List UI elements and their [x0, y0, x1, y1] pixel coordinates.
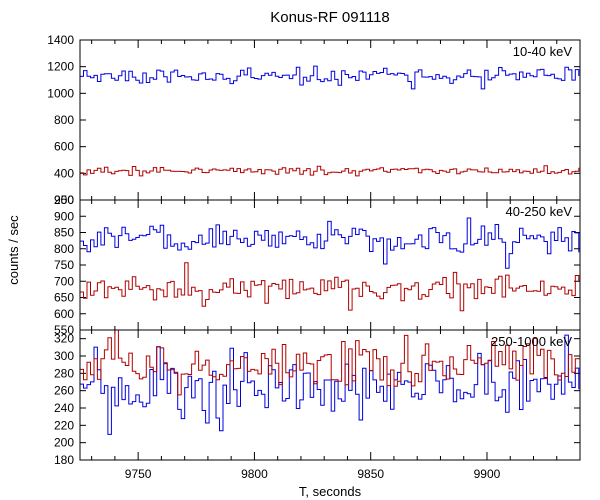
y-tick-label: 300 [54, 349, 74, 363]
panel-0-series_a [80, 66, 579, 89]
panel-0-frame [80, 40, 580, 200]
x-tick-label: 9900 [474, 467, 501, 481]
chart-title: Konus-RF 091118 [270, 9, 390, 26]
y-tick-label: 800 [54, 242, 74, 256]
x-tick-label: 9850 [357, 467, 384, 481]
y-tick-label: 200 [54, 436, 74, 450]
y-tick-label: 240 [54, 401, 74, 415]
y-tick-label: 650 [54, 291, 74, 305]
y-tick-label: 320 [54, 332, 74, 346]
y-tick-label: 700 [54, 274, 74, 288]
y-tick-label: 400 [54, 166, 74, 180]
panel-2-label: 250-1000 keV [491, 334, 572, 349]
y-tick-label: 180 [54, 453, 74, 467]
y-tick-label: 1400 [47, 33, 74, 47]
panel-0-label: 10-40 keV [513, 44, 573, 59]
x-tick-label: 9800 [241, 467, 268, 481]
panel-2-series_a [80, 335, 579, 434]
y-tick-label: 900 [54, 209, 74, 223]
lightcurve-chart: Konus-RF 091118 counts / sec 200 400 600 800 1… [0, 0, 600, 500]
y-axis-label: counts / sec [6, 215, 21, 285]
y-tick-label: 280 [54, 366, 74, 380]
y-tick-label: 1200 [47, 60, 74, 74]
y-tick-label: 260 [54, 384, 74, 398]
y-tick-label: 1000 [47, 86, 74, 100]
y-tick-label: 800 [54, 113, 74, 127]
y-tick-label: 600 [54, 140, 74, 154]
panel-1-series_b [80, 263, 579, 311]
panel-0-series_b [80, 166, 579, 176]
y-tick-label: 850 [54, 226, 74, 240]
panel-1-frame [80, 200, 580, 330]
y-tick-label: 220 [54, 418, 74, 432]
panel-1-label: 40-250 keV [506, 204, 573, 219]
y-tick-label: 950 [54, 193, 74, 207]
y-tick-label: 750 [54, 258, 74, 272]
panel-1-series_a [80, 218, 579, 268]
panel-2-frame [80, 330, 580, 460]
x-tick-label: 9750 [125, 467, 152, 481]
y-tick-label: 600 [54, 307, 74, 321]
x-axis-label: T, seconds [299, 484, 362, 499]
